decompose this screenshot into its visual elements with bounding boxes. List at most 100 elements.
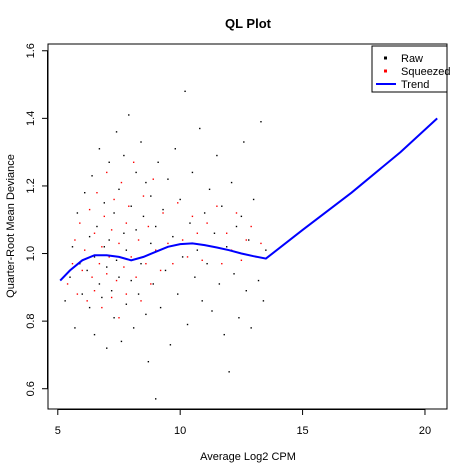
squeezed-point <box>167 242 169 245</box>
raw-point <box>81 293 83 295</box>
raw-point <box>238 317 240 319</box>
raw-point <box>103 246 106 248</box>
squeezed-point <box>221 262 223 265</box>
squeezed-point <box>125 222 128 224</box>
squeezed-point <box>79 222 81 224</box>
raw-point <box>120 340 123 343</box>
squeezed-point <box>86 300 88 302</box>
squeezed-point <box>191 215 194 218</box>
squeezed-point <box>225 232 228 234</box>
raw-point <box>233 273 235 275</box>
x-tick-label: 10 <box>174 425 186 437</box>
raw-point <box>137 293 140 295</box>
raw-point <box>71 246 74 248</box>
x-tick-label: 20 <box>419 425 431 437</box>
raw-point <box>140 262 142 265</box>
squeezed-point <box>66 283 69 285</box>
y-axis-label: Quarter-Root Mean Deviance <box>5 154 17 298</box>
raw-point <box>150 195 152 197</box>
squeezed-point <box>235 212 238 214</box>
raw-point <box>110 290 113 292</box>
squeezed-point <box>113 198 115 201</box>
raw-point <box>169 344 172 346</box>
raw-point <box>113 212 115 214</box>
squeezed-point <box>181 239 184 241</box>
raw-point <box>74 327 76 329</box>
raw-point <box>125 249 128 251</box>
raw-point <box>155 225 157 228</box>
raw-point <box>189 222 191 224</box>
raw-point <box>93 256 96 258</box>
squeezed-point <box>260 242 262 245</box>
raw-point <box>225 246 228 248</box>
squeezed-point <box>140 300 142 302</box>
raw-point <box>213 232 216 234</box>
squeezed-point <box>101 306 103 309</box>
x-tick-label: 15 <box>296 425 308 437</box>
x-axis-label: Average Log2 CPM <box>200 451 296 463</box>
scatter-points <box>64 90 267 400</box>
raw-point <box>84 192 86 194</box>
x-axis: 5 10 15 20 <box>55 409 431 437</box>
trend-line <box>59 117 438 282</box>
squeezed-point <box>201 259 203 261</box>
raw-point <box>203 212 206 214</box>
raw-point <box>130 205 132 207</box>
raw-point <box>125 303 128 305</box>
raw-point <box>64 300 66 302</box>
raw-point <box>177 293 179 295</box>
raw-point <box>140 141 142 143</box>
squeezed-point <box>110 229 113 231</box>
squeezed-point <box>74 239 76 241</box>
raw-point <box>145 313 147 316</box>
raw-point <box>235 225 238 228</box>
legend-swatch-raw <box>384 56 387 60</box>
raw-point <box>172 235 174 238</box>
raw-point <box>208 188 211 191</box>
raw-point <box>223 333 225 336</box>
raw-point <box>218 283 221 285</box>
raw-point <box>98 283 101 285</box>
squeezed-point <box>96 192 98 194</box>
raw-point <box>123 154 125 157</box>
squeezed-point <box>123 266 125 268</box>
raw-point <box>135 229 137 231</box>
chart-title: QL Plot <box>225 16 272 31</box>
raw-point <box>115 259 118 261</box>
raw-point <box>162 208 164 211</box>
trend-line-group <box>59 117 438 282</box>
raw-point <box>167 178 169 180</box>
squeezed-point <box>115 279 118 282</box>
squeezed-point <box>137 239 140 241</box>
squeezed-point <box>118 317 120 319</box>
raw-point <box>108 161 110 163</box>
raw-point <box>76 212 79 214</box>
raw-point <box>257 279 260 282</box>
raw-point <box>101 296 103 299</box>
raw-point <box>265 249 267 251</box>
raw-point <box>201 300 203 302</box>
x-tick-label: 5 <box>55 425 61 437</box>
legend-label-squeezed: Squeezed <box>401 66 451 78</box>
raw-point <box>115 131 118 133</box>
squeezed-point <box>240 259 243 261</box>
squeezed-point <box>150 283 152 285</box>
raw-point <box>186 323 189 326</box>
squeezed-point <box>196 232 199 234</box>
squeezed-point <box>130 256 132 258</box>
raw-point <box>196 249 199 251</box>
squeezed-point <box>245 239 247 241</box>
raw-point <box>157 161 159 163</box>
raw-point <box>252 198 255 201</box>
raw-point <box>118 188 120 191</box>
raw-point <box>152 283 154 285</box>
raw-point <box>88 306 91 309</box>
raw-point <box>199 127 201 130</box>
raw-point <box>155 398 157 400</box>
squeezed-point <box>106 273 108 275</box>
squeezed-point <box>128 205 130 207</box>
raw-point <box>145 181 147 184</box>
raw-point <box>194 276 196 278</box>
raw-point <box>123 232 125 234</box>
